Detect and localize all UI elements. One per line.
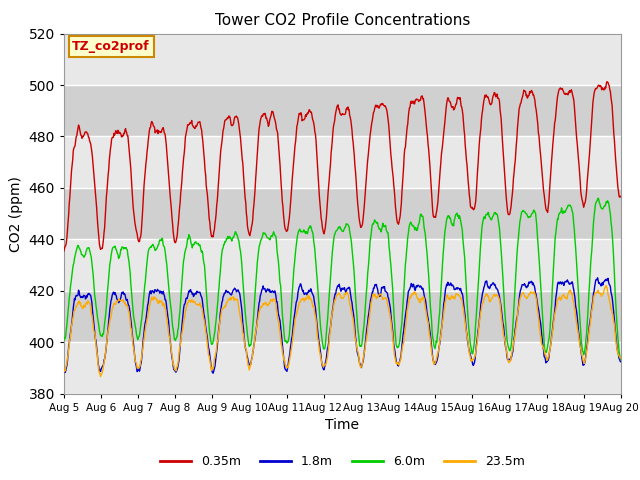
Bar bbox=[64, 240, 621, 291]
Legend: 0.35m, 1.8m, 6.0m, 23.5m: 0.35m, 1.8m, 6.0m, 23.5m bbox=[155, 450, 530, 473]
Bar bbox=[64, 34, 621, 85]
Bar bbox=[64, 342, 621, 394]
Text: TZ_co2prof: TZ_co2prof bbox=[72, 40, 150, 53]
Bar bbox=[64, 136, 621, 188]
X-axis label: Time: Time bbox=[325, 418, 360, 432]
Title: Tower CO2 Profile Concentrations: Tower CO2 Profile Concentrations bbox=[214, 13, 470, 28]
Bar bbox=[64, 291, 621, 342]
Bar bbox=[64, 188, 621, 240]
Y-axis label: CO2 (ppm): CO2 (ppm) bbox=[9, 176, 23, 252]
Bar bbox=[64, 85, 621, 136]
